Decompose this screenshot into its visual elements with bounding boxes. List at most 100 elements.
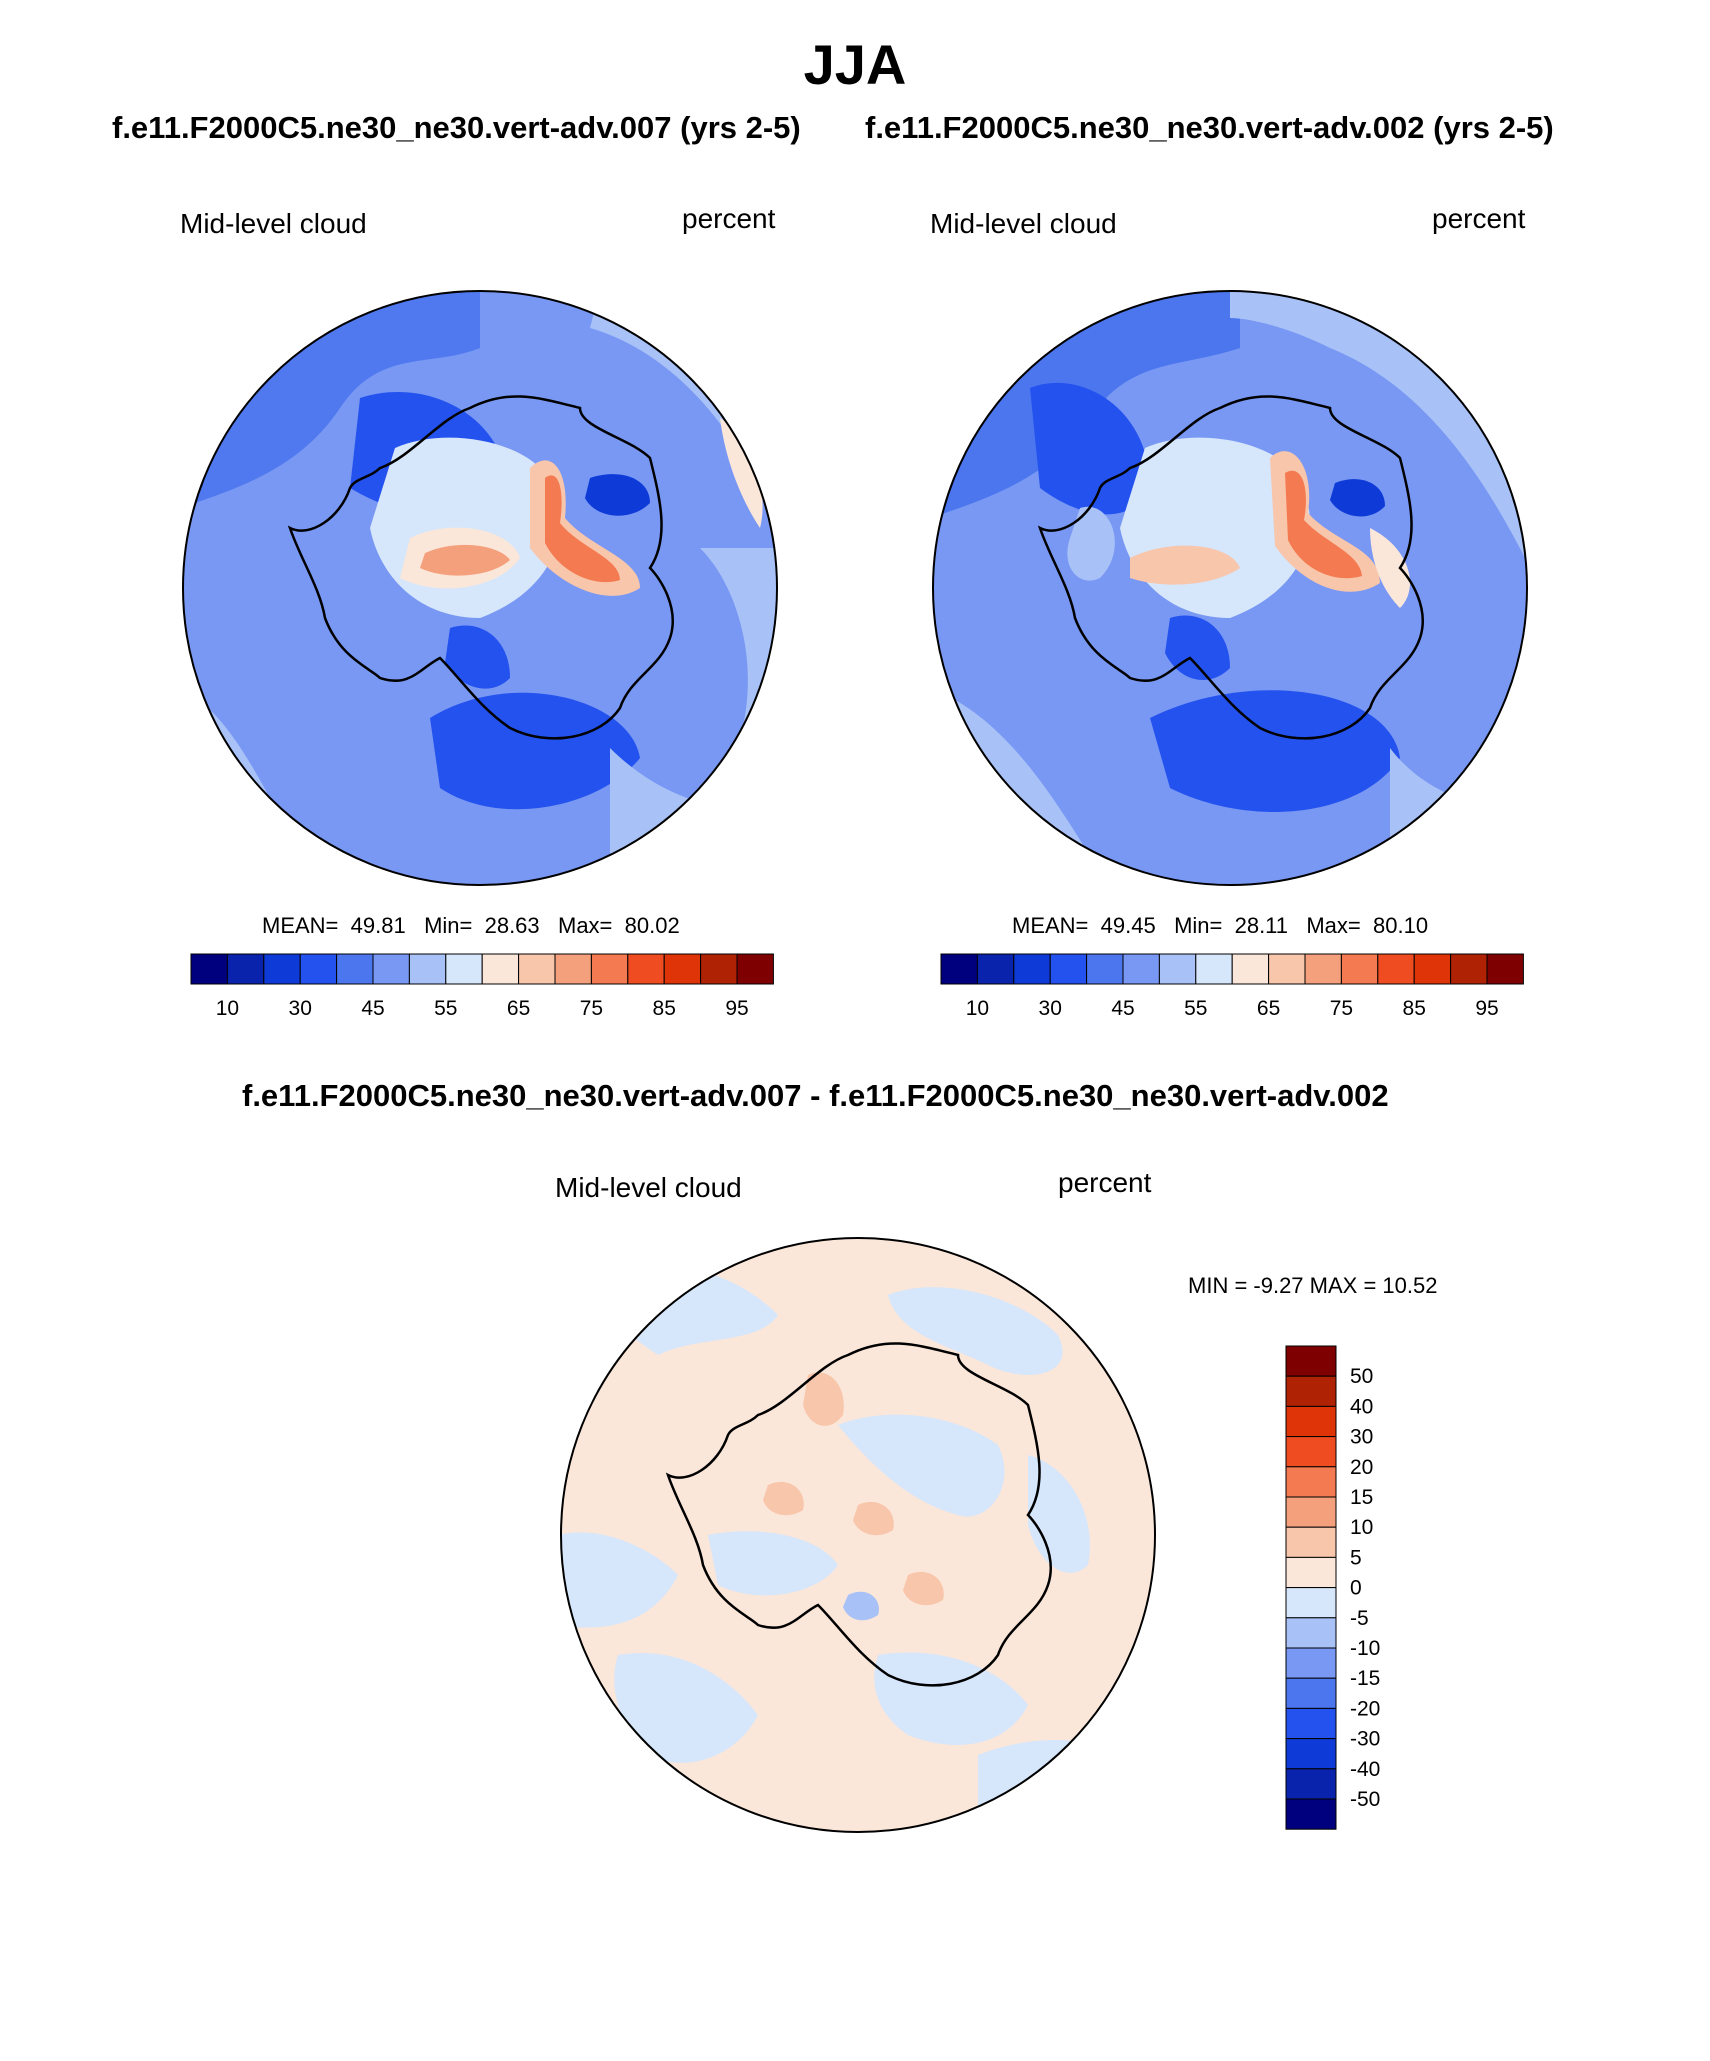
diff-minmax-label: MIN = -9.27 MAX = 10.52	[1188, 1273, 1438, 1298]
panel1-colorbar-box	[445, 953, 483, 985]
difference-colorbar-tick-label: 40	[1350, 1395, 1373, 1418]
panel2-colorbar-box	[1086, 953, 1124, 985]
panel1-colorbar-tick-label: 55	[434, 997, 457, 1020]
difference-colorbar-box	[1285, 1617, 1337, 1649]
panel1-colorbar-tick-label: 95	[725, 997, 748, 1020]
difference-colorbar-box	[1285, 1526, 1337, 1558]
panel1-colorbar-box	[263, 953, 301, 985]
panel2-colorbar-box	[940, 953, 978, 985]
difference-colorbar-tick-label: -50	[1350, 1788, 1380, 1811]
panel1-colorbar-box	[736, 953, 774, 985]
difference-colorbar-tick-label: -15	[1350, 1667, 1380, 1690]
panel1-colorbar-box	[408, 953, 447, 985]
panel1-mean-label: MEAN=	[262, 913, 339, 938]
panel2-colorbar-tick-label: 30	[1039, 997, 1062, 1020]
panel2-colorbar-box	[1377, 953, 1415, 985]
panel1-stats: MEAN= 49.81 Min= 28.63 Max= 80.02	[262, 913, 680, 939]
panel1-max-label: Max=	[558, 913, 613, 938]
difference-colorbar-tick-label: 50	[1350, 1365, 1373, 1388]
difference-colorbar-tick-label: 10	[1350, 1516, 1373, 1539]
difference-colorbar-tick-label: -5	[1350, 1607, 1369, 1630]
diff-variable-label: Mid-level cloud	[555, 1172, 742, 1203]
panel2-colorbar-box	[1340, 953, 1379, 985]
difference-colorbar-box	[1285, 1707, 1337, 1740]
panel1-colorbar-box	[518, 953, 556, 985]
panel2-colorbar-box	[1450, 953, 1488, 985]
panel2-max-label: Max=	[1306, 913, 1361, 938]
panel1-colorbar-tick-label: 85	[653, 997, 676, 1020]
panel2-colorbar-box	[1049, 953, 1088, 985]
panel1-colorbar-tick-label: 75	[580, 997, 603, 1020]
panel1-min-value: 28.63	[484, 913, 540, 938]
panel2-colorbar-box	[1413, 953, 1452, 985]
panel1-colorbar-box	[481, 953, 520, 985]
panel2-colorbar-box	[1268, 953, 1306, 985]
panel2-colorbar-box	[1231, 953, 1270, 985]
case-title-left: f.e11.F2000C5.ne30_ne30.vert-adv.007 (yr…	[112, 110, 801, 145]
panel1-colorbar-tick-label: 30	[289, 997, 312, 1020]
panel2-units-label: percent	[1432, 203, 1526, 234]
difference-colorbar-tick-label: 15	[1350, 1486, 1373, 1509]
difference-colorbar-tick-label: 5	[1350, 1546, 1362, 1569]
panel1-colorbar-box	[336, 953, 374, 985]
panel1-colorbar-box	[700, 953, 738, 985]
panel2-colorbar-box	[1122, 953, 1160, 985]
panel2-colorbar-box	[1195, 953, 1233, 985]
panel1-variable-label: Mid-level cloud	[180, 208, 367, 239]
difference-colorbar-box	[1285, 1798, 1337, 1830]
panel2-colorbar-tick-label: 85	[1403, 997, 1426, 1020]
difference-colorbar-box	[1285, 1587, 1337, 1619]
difference-map	[560, 1237, 1156, 1833]
difference-colorbar-tick-label: -10	[1350, 1637, 1380, 1660]
panel2-colorbar-tick-label: 95	[1475, 997, 1498, 1020]
panel1-colorbar-box	[190, 953, 228, 985]
panel1-units-label: percent	[682, 203, 776, 234]
panel1-colorbar-box	[299, 953, 338, 985]
difference-colorbar-box	[1285, 1466, 1337, 1498]
diff-units-label: percent	[1058, 1167, 1152, 1198]
difference-colorbar-tick-label: 20	[1350, 1456, 1373, 1479]
difference-colorbar-box	[1285, 1496, 1337, 1528]
panel1-colorbar-box	[372, 953, 410, 985]
panel1-colorbar-box	[627, 953, 665, 985]
difference-colorbar-box	[1285, 1647, 1337, 1679]
panel2-stats: MEAN= 49.45 Min= 28.11 Max= 80.10	[1012, 913, 1428, 939]
panel1-colorbar-box	[226, 953, 265, 985]
panel2-colorbar-tick-label: 65	[1257, 997, 1280, 1020]
panel2-colorbar-box	[976, 953, 1015, 985]
panel2-min-label: Min=	[1174, 913, 1223, 938]
panel2-variable-label: Mid-level cloud	[930, 208, 1117, 239]
difference-colorbar-box	[1285, 1677, 1337, 1709]
difference-colorbar-tick-label: -20	[1350, 1697, 1380, 1720]
panel1-colorbar-tick-label: 45	[361, 997, 384, 1020]
panel1-min-label: Min=	[424, 913, 473, 938]
panel1-colorbar-box	[663, 953, 702, 985]
difference-colorbar-tick-label: -40	[1350, 1758, 1380, 1781]
panel2-max-value: 80.10	[1373, 913, 1429, 938]
panel2-colorbar-tick-label: 45	[1111, 997, 1134, 1020]
panel1-mean-value: 49.81	[350, 913, 406, 938]
panel1-colorbar-tick-label: 10	[216, 997, 239, 1020]
panel1-colorbar-box	[590, 953, 629, 985]
panel1-map	[182, 290, 778, 886]
panel2-colorbar-box	[1013, 953, 1051, 985]
difference-colorbar-box	[1285, 1375, 1337, 1407]
panel2-colorbar-tick-label: 75	[1330, 997, 1353, 1020]
panel2-min-value: 28.11	[1234, 913, 1289, 938]
panel2-mean-value: 49.45	[1100, 913, 1156, 938]
panel2-colorbar: 10 30 45 55 65 75 85 95	[940, 953, 1524, 1020]
panel1-colorbar-box	[554, 953, 592, 985]
panel2-colorbar-tick-label: 55	[1184, 997, 1207, 1020]
difference-colorbar-tick-label: -30	[1350, 1728, 1380, 1751]
difference-colorbar-tick-label: 0	[1350, 1577, 1362, 1600]
difference-colorbar-box	[1285, 1345, 1337, 1377]
panel2-colorbar-box	[1486, 953, 1524, 985]
difference-colorbar-box	[1285, 1405, 1337, 1438]
difference-colorbar-box	[1285, 1768, 1337, 1800]
difference-colorbar-box	[1285, 1436, 1337, 1468]
case-title-right: f.e11.F2000C5.ne30_ne30.vert-adv.002 (yr…	[865, 110, 1554, 145]
difference-colorbar-tick-label: 30	[1350, 1426, 1373, 1449]
difference-colorbar-box	[1285, 1738, 1337, 1770]
panel2-colorbar-box	[1304, 953, 1342, 985]
difference-title: f.e11.F2000C5.ne30_ne30.vert-adv.007 - f…	[242, 1078, 1389, 1113]
